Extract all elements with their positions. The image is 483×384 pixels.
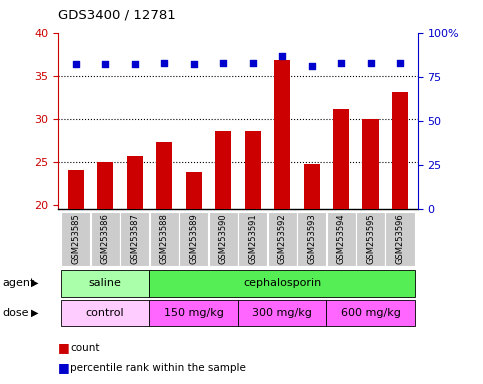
Text: agent: agent (2, 278, 35, 288)
Text: GSM253594: GSM253594 (337, 214, 346, 264)
Text: 150 mg/kg: 150 mg/kg (164, 308, 224, 318)
FancyBboxPatch shape (149, 300, 238, 326)
FancyBboxPatch shape (120, 212, 149, 266)
FancyBboxPatch shape (150, 212, 179, 266)
Text: ■: ■ (58, 341, 70, 354)
FancyBboxPatch shape (385, 212, 415, 266)
Text: saline: saline (89, 278, 122, 288)
Text: control: control (86, 308, 125, 318)
Bar (333, 109, 349, 209)
Bar (392, 92, 408, 209)
FancyBboxPatch shape (149, 270, 415, 297)
Bar (68, 170, 84, 209)
Text: count: count (70, 343, 99, 353)
Text: GSM253588: GSM253588 (160, 214, 169, 265)
FancyBboxPatch shape (61, 300, 149, 326)
Text: 300 mg/kg: 300 mg/kg (252, 308, 312, 318)
Text: 600 mg/kg: 600 mg/kg (341, 308, 400, 318)
Bar (215, 131, 231, 209)
FancyBboxPatch shape (238, 300, 327, 326)
Text: GSM253591: GSM253591 (248, 214, 257, 264)
FancyBboxPatch shape (356, 212, 385, 266)
Text: GSM253596: GSM253596 (396, 214, 405, 265)
Point (337, 60, 345, 66)
Bar (363, 119, 379, 209)
Text: dose: dose (2, 308, 29, 318)
Point (219, 60, 227, 66)
Point (101, 61, 109, 68)
Bar (244, 131, 261, 209)
Text: GSM253592: GSM253592 (278, 214, 286, 264)
Point (72, 61, 80, 68)
Point (190, 61, 198, 68)
FancyBboxPatch shape (179, 212, 208, 266)
Text: ▶: ▶ (31, 278, 39, 288)
Text: ▶: ▶ (31, 308, 39, 318)
Point (396, 60, 404, 66)
Text: GSM253585: GSM253585 (71, 214, 80, 265)
Point (131, 61, 139, 68)
Bar (274, 60, 290, 209)
Bar (97, 162, 113, 209)
FancyBboxPatch shape (61, 270, 149, 297)
Bar (127, 156, 143, 209)
Text: cephalosporin: cephalosporin (243, 278, 321, 288)
Bar (185, 172, 202, 209)
Text: GSM253586: GSM253586 (100, 214, 110, 265)
Point (308, 63, 315, 69)
Point (160, 60, 168, 66)
FancyBboxPatch shape (327, 212, 355, 266)
Text: GSM253595: GSM253595 (366, 214, 375, 264)
Bar (156, 142, 172, 209)
FancyBboxPatch shape (238, 212, 267, 266)
Text: percentile rank within the sample: percentile rank within the sample (70, 363, 246, 373)
Bar (303, 164, 320, 209)
Text: GSM253589: GSM253589 (189, 214, 198, 265)
FancyBboxPatch shape (61, 212, 90, 266)
FancyBboxPatch shape (327, 300, 415, 326)
FancyBboxPatch shape (268, 212, 297, 266)
Text: GDS3400 / 12781: GDS3400 / 12781 (58, 8, 176, 21)
FancyBboxPatch shape (209, 212, 238, 266)
Text: GSM253587: GSM253587 (130, 214, 139, 265)
FancyBboxPatch shape (297, 212, 326, 266)
Point (249, 60, 256, 66)
Text: GSM253593: GSM253593 (307, 214, 316, 265)
Text: GSM253590: GSM253590 (219, 214, 227, 264)
Text: ■: ■ (58, 361, 70, 374)
Point (367, 60, 374, 66)
Point (278, 53, 286, 59)
FancyBboxPatch shape (90, 212, 120, 266)
